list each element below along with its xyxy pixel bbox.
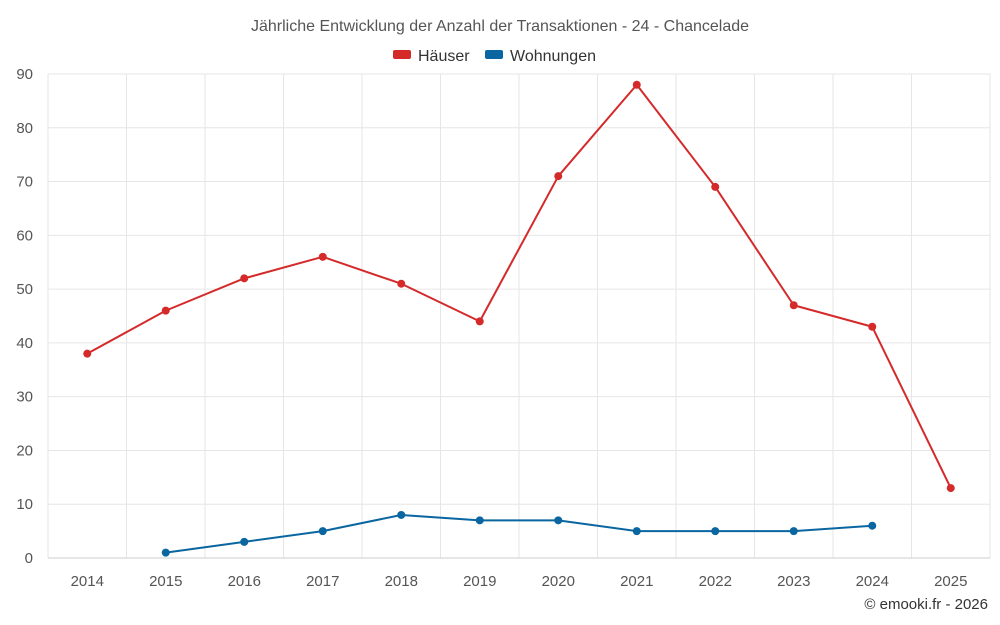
data-point-wohnungen-2021[interactable]	[632, 527, 641, 536]
y-tick-label: 70	[16, 174, 33, 191]
data-point-hauser-2017[interactable]	[318, 252, 327, 261]
x-tick-label: 2024	[856, 573, 889, 590]
x-tick-label: 2015	[149, 573, 182, 590]
grid	[47, 73, 991, 558]
y-tick-label: 40	[16, 335, 33, 352]
x-tick-label: 2014	[71, 573, 104, 590]
data-point-hauser-2018[interactable]	[397, 279, 406, 288]
data-point-wohnungen-2018[interactable]	[397, 510, 406, 519]
data-point-hauser-2019[interactable]	[475, 317, 484, 326]
series-layer	[83, 80, 955, 557]
data-point-hauser-2020[interactable]	[554, 172, 563, 181]
data-point-wohnungen-2017[interactable]	[318, 527, 327, 536]
y-tick-label: 0	[25, 550, 33, 567]
x-tick-label: 2017	[306, 573, 339, 590]
data-point-hauser-2021[interactable]	[632, 80, 641, 89]
data-point-hauser-2024[interactable]	[868, 322, 877, 331]
data-point-wohnungen-2023[interactable]	[789, 527, 798, 536]
data-point-wohnungen-2022[interactable]	[711, 527, 720, 536]
y-tick-label: 50	[16, 281, 33, 298]
x-tick-label: 2020	[542, 573, 575, 590]
x-tick-label: 2018	[385, 573, 418, 590]
y-tick-label: 90	[16, 66, 33, 83]
data-point-wohnungen-2020[interactable]	[554, 516, 563, 525]
data-point-hauser-2016[interactable]	[240, 274, 249, 283]
x-tick-label: 2023	[777, 573, 810, 590]
data-point-wohnungen-2019[interactable]	[475, 516, 484, 525]
x-axis: 2014 2015 2016 2017 2018 2019 2020 2021 2022 2023…	[48, 557, 990, 590]
legend-swatch-hauser	[393, 50, 411, 59]
y-tick-label: 10	[16, 496, 33, 513]
y-tick-label: 20	[16, 442, 33, 459]
data-point-hauser-2014[interactable]	[83, 349, 92, 358]
x-tick-label: 2025	[934, 573, 967, 590]
legend: Häuser Wohnungen	[393, 48, 596, 65]
data-point-wohnungen-2024[interactable]	[868, 521, 877, 530]
x-tick-label: 2021	[620, 573, 653, 590]
data-point-wohnungen-2016[interactable]	[240, 537, 249, 546]
chart-title: Jährliche Entwicklung der Anzahl der Tra…	[251, 18, 749, 35]
data-point-hauser-2015[interactable]	[161, 306, 170, 315]
data-point-hauser-2023[interactable]	[789, 301, 798, 310]
y-tick-label: 30	[16, 389, 33, 406]
credit-text: © emooki.fr - 2026	[864, 596, 988, 613]
x-tick-label: 2016	[228, 573, 261, 590]
legend-label-wohnungen[interactable]: Wohnungen	[510, 48, 596, 65]
legend-swatch-wohnungen	[485, 50, 503, 59]
y-tick-label: 60	[16, 227, 33, 244]
legend-label-hauser[interactable]: Häuser	[418, 48, 470, 65]
data-point-hauser-2025[interactable]	[946, 484, 955, 493]
y-tick-label: 80	[16, 120, 33, 137]
x-tick-label: 2019	[463, 573, 496, 590]
series-line-hauser	[86, 83, 952, 489]
y-axis: 0 10 20 30 40 50 60 70 80 90	[16, 66, 33, 567]
data-point-wohnungen-2015[interactable]	[161, 548, 170, 557]
data-point-hauser-2022[interactable]	[711, 182, 720, 191]
x-tick-label: 2022	[699, 573, 732, 590]
series-line-wohnungen	[165, 513, 873, 554]
